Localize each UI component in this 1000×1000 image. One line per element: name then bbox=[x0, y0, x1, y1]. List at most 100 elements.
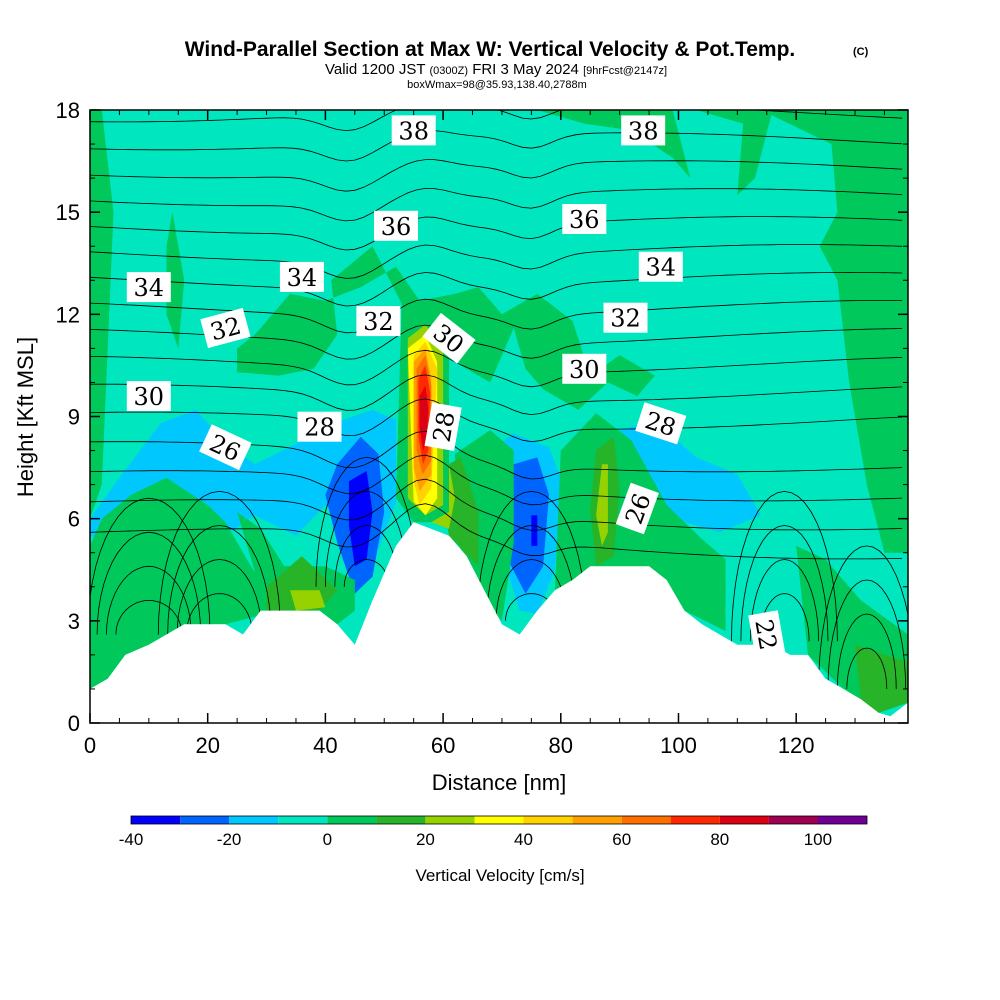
valley-isotherm-6-3 bbox=[827, 579, 906, 689]
velocity-band-23 bbox=[855, 644, 908, 713]
isotherm-line-3 bbox=[90, 454, 903, 506]
isotherm-line-2 bbox=[90, 478, 903, 531]
valley-isotherm-5-2 bbox=[749, 559, 819, 642]
colorbar-swatch bbox=[768, 816, 818, 824]
colorbar-tick-label: -20 bbox=[217, 830, 242, 849]
isotherm-label-32: 32 bbox=[603, 302, 648, 333]
valley-isotherm-6-2 bbox=[837, 613, 897, 689]
colorbar-swatch bbox=[719, 816, 769, 824]
x-tick-label: 120 bbox=[778, 733, 815, 758]
isotherm-label-28: 28 bbox=[424, 402, 462, 451]
isotherm-line-6 bbox=[90, 374, 903, 416]
valley-isotherm-1-3 bbox=[96, 531, 201, 635]
valley-isotherm-2-3 bbox=[167, 525, 272, 635]
valley-isotherm-4-3 bbox=[486, 525, 577, 621]
isotherm-line-9 bbox=[90, 298, 903, 334]
valley-isotherm-2-4 bbox=[157, 490, 282, 635]
colorbar-swatch bbox=[376, 816, 426, 824]
colorbar-swatch bbox=[817, 816, 867, 824]
y-tick-label: 3 bbox=[68, 609, 80, 634]
forecast-tag: [9hrFcst@2147z] bbox=[583, 65, 667, 77]
isotherm-label-30: 30 bbox=[562, 353, 607, 384]
y-tick-label: 15 bbox=[56, 200, 80, 225]
valid-time-zulu: (0300Z) bbox=[429, 65, 468, 77]
isotherm-line-1 bbox=[90, 503, 903, 560]
isotherm-label-32: 32 bbox=[356, 306, 401, 337]
isotherm-label-34: 34 bbox=[638, 251, 683, 282]
velocity-band-34 bbox=[419, 385, 429, 451]
valid-date: FRI 3 May 2024 bbox=[472, 61, 579, 78]
title-mark: (C) bbox=[853, 46, 869, 58]
isotherm-line-15 bbox=[90, 130, 903, 162]
valley-isotherm-6-1 bbox=[846, 647, 888, 689]
valley-isotherm-1-1 bbox=[115, 599, 183, 635]
isotherm-label-text: 22 bbox=[749, 617, 782, 652]
colorbar-frame bbox=[130, 815, 868, 825]
isotherm-label-text: 36 bbox=[569, 206, 600, 234]
colorbar-title: Vertical Velocity [cm/s] bbox=[415, 866, 584, 885]
y-tick-label: 12 bbox=[56, 302, 80, 327]
y-tick-label: 6 bbox=[68, 507, 80, 532]
isotherm-label-32: 32 bbox=[200, 307, 251, 349]
valley-isotherm-2-1 bbox=[186, 593, 253, 635]
velocity-band-10 bbox=[619, 419, 761, 533]
valley-isotherm-4-4 bbox=[476, 490, 586, 621]
isotherm-label-text: 34 bbox=[646, 254, 677, 282]
isotherm-line-5 bbox=[90, 398, 903, 443]
colorbar-tick-label: 80 bbox=[710, 830, 729, 849]
terrain-mask bbox=[90, 522, 908, 723]
colorbar-swatch bbox=[229, 816, 279, 824]
x-tick-label: 100 bbox=[660, 733, 697, 758]
valley-isotherm-5-3 bbox=[740, 525, 829, 642]
valley-isotherm-6-4 bbox=[818, 545, 908, 689]
y-tick-label: 0 bbox=[68, 711, 80, 736]
colorbar-swatch bbox=[278, 816, 328, 824]
velocity-band-26 bbox=[596, 464, 608, 546]
isotherm-label-text: 28 bbox=[304, 414, 335, 442]
y-axis-label: Height [Kft MSL] bbox=[13, 337, 38, 497]
velocity-band-6 bbox=[696, 110, 773, 196]
isotherm-label-36: 36 bbox=[374, 210, 418, 241]
x-tick-label: 40 bbox=[313, 733, 337, 758]
colorbar-swatch bbox=[572, 816, 622, 824]
colorbar-swatch bbox=[425, 816, 475, 824]
colorbar-swatch bbox=[327, 816, 377, 824]
colorbar-swatch bbox=[621, 816, 671, 824]
isotherm-line-7 bbox=[90, 349, 903, 388]
isotherm-label-text: 30 bbox=[569, 356, 600, 384]
isotherm-label-text: 38 bbox=[398, 117, 429, 145]
isotherm-lines bbox=[90, 110, 908, 689]
isotherm-label-text: 32 bbox=[610, 305, 641, 333]
colorbar-tick-label: -40 bbox=[119, 830, 144, 849]
x-tick-label: 20 bbox=[195, 733, 219, 758]
x-tick-label: 80 bbox=[549, 733, 573, 758]
colorbar-swatch bbox=[180, 816, 230, 824]
chart-title: Wind-Parallel Section at Max W: Vertical… bbox=[185, 38, 796, 61]
y-tick-label: 9 bbox=[68, 405, 80, 430]
velocity-band-24 bbox=[290, 590, 326, 611]
x-axis-label: Distance [nm] bbox=[432, 770, 567, 795]
isotherm-label-text: 34 bbox=[287, 264, 318, 292]
isotherm-label-30: 30 bbox=[126, 381, 171, 412]
box-wmax-note: boxWmax=98@35.93,138.40,2788m bbox=[407, 79, 587, 91]
velocity-band-12 bbox=[507, 457, 549, 594]
colorbar-swatch bbox=[670, 816, 720, 824]
isotherm-label-28: 28 bbox=[635, 402, 687, 445]
valid-time-jst: Valid 1200 JST bbox=[325, 61, 425, 78]
isotherm-label-34: 34 bbox=[126, 272, 171, 303]
valley-isotherm-3-4 bbox=[315, 456, 418, 587]
isotherm-label-38: 38 bbox=[621, 115, 666, 146]
isotherm-label-text: 34 bbox=[134, 274, 165, 302]
colorbar-tick-label: 0 bbox=[323, 830, 332, 849]
colorbar-swatch bbox=[523, 816, 573, 824]
valley-isotherm-2-2 bbox=[176, 559, 263, 635]
isotherm-label-text: 28 bbox=[428, 409, 461, 444]
isotherm-label-34: 34 bbox=[279, 261, 324, 292]
isotherm-line-13 bbox=[90, 187, 903, 222]
colorbar-tick-label: 20 bbox=[416, 830, 435, 849]
valley-isotherm-5-4 bbox=[731, 490, 838, 642]
x-tick-label: 60 bbox=[431, 733, 455, 758]
